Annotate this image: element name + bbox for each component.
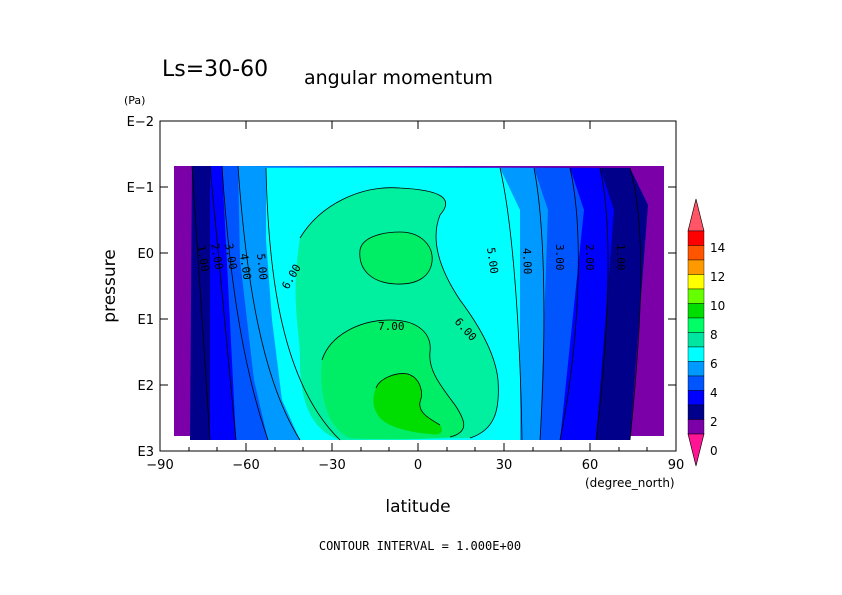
contour-interval-text: CONTOUR INTERVAL = 1.000E+00 [319, 539, 521, 553]
x-minor-ticks [188, 447, 648, 451]
colorbar-segment [687, 245, 705, 261]
contour-line-6 [299, 187, 499, 439]
colorbar-segment [687, 288, 705, 304]
x-tick-label: −60 [232, 458, 259, 473]
colorbar-segment [687, 390, 705, 406]
colorbar-tick-label: 4 [710, 386, 718, 400]
y-tick-labels: E−2 E−1 E0 E1 E2 E3 [127, 115, 154, 460]
colorbar-tick-label: 6 [710, 357, 718, 371]
contour-line-8 [375, 373, 441, 426]
x-tick-label: 30 [496, 458, 513, 473]
colorbar-segment [687, 230, 705, 246]
y-tick-label: E−1 [127, 181, 154, 196]
colorbar-tick-label: 12 [710, 270, 725, 284]
x-tick-label: 0 [414, 458, 422, 473]
x-unit: (degree_north) [585, 476, 675, 490]
level-8-region [373, 373, 442, 435]
contour-line-7-lower [321, 319, 465, 438]
contour-line-2-right [595, 167, 609, 441]
colorbar-segment [687, 274, 705, 290]
title-right: angular momentum [304, 67, 493, 89]
x-axis-label: latitude [385, 497, 450, 517]
contour-fill [174, 166, 664, 440]
contour-line-7-upper [359, 231, 433, 285]
contour-label: 1.00 [614, 244, 627, 271]
colorbar-segment [687, 419, 705, 435]
colorbar-tick-label: 2 [710, 415, 718, 429]
colorbar-segment [687, 303, 705, 319]
colorbar-tick-label: 8 [710, 328, 718, 342]
y-unit: (Pa) [124, 94, 145, 107]
x-tick-label: −90 [146, 458, 173, 473]
contour-lines [191, 165, 642, 441]
contour-line-5-left [265, 167, 341, 441]
x-tick-labels: −90 −60 −30 0 30 60 90 [146, 458, 684, 473]
y-tick-label: E−2 [127, 115, 154, 130]
contour-label: 7.00 [378, 320, 405, 333]
colorbar-tick-label: 0 [710, 444, 718, 458]
colorbar-segment [687, 332, 705, 348]
contour-line-1-left [191, 165, 211, 441]
colorbar-segment [687, 404, 705, 420]
contour-line-3-left [221, 165, 269, 441]
contour-label: 5.00 [484, 247, 501, 275]
y-tick-label: E0 [138, 247, 155, 262]
colorbar [687, 198, 705, 467]
contour-label: 3.00 [553, 244, 566, 271]
contour-line-3-right [559, 167, 579, 441]
colorbar-tick-label: 14 [710, 241, 725, 255]
contour-label: 4.00 [237, 253, 254, 281]
contour-label: 2.00 [583, 244, 596, 271]
y-tick-marks [160, 120, 676, 452]
x-tick-marks [159, 121, 677, 451]
colorbar-segment [687, 317, 705, 333]
colorbar-tick-label: 10 [710, 299, 725, 313]
x-tick-label: 60 [582, 458, 599, 473]
title-left: Ls=30-60 [162, 57, 268, 82]
contour-label: 2.00 [208, 242, 225, 270]
contour-label: 1.00 [194, 244, 211, 272]
y-tick-label: E3 [138, 445, 155, 460]
contour-line-4-right [533, 167, 545, 441]
y-tick-label: E2 [138, 379, 155, 394]
colorbar-segment [687, 361, 705, 377]
contour-line-1-right [629, 167, 642, 441]
colorbar-segment [687, 259, 705, 275]
x-tick-label: 90 [668, 458, 685, 473]
colorbar-labels: 0 2 4 6 8 10 12 14 [710, 241, 725, 458]
contour-label: 4.00 [520, 248, 534, 275]
colorbar-segment [687, 375, 705, 391]
colorbar-segment [687, 346, 705, 362]
colorbar-top-arrow [687, 198, 705, 232]
contour-line-4-left [237, 165, 301, 441]
x-tick-label: −30 [318, 458, 345, 473]
contour-line-2-left [209, 165, 237, 441]
y-axis-label: pressure [100, 249, 120, 322]
y-tick-label: E1 [138, 313, 155, 328]
colorbar-bottom-arrow [687, 433, 705, 467]
contour-label: 5.00 [254, 253, 270, 281]
contour-line-5-right [499, 167, 523, 441]
level-7-region-upper [359, 232, 433, 285]
contour-label: 3.00 [222, 242, 239, 270]
